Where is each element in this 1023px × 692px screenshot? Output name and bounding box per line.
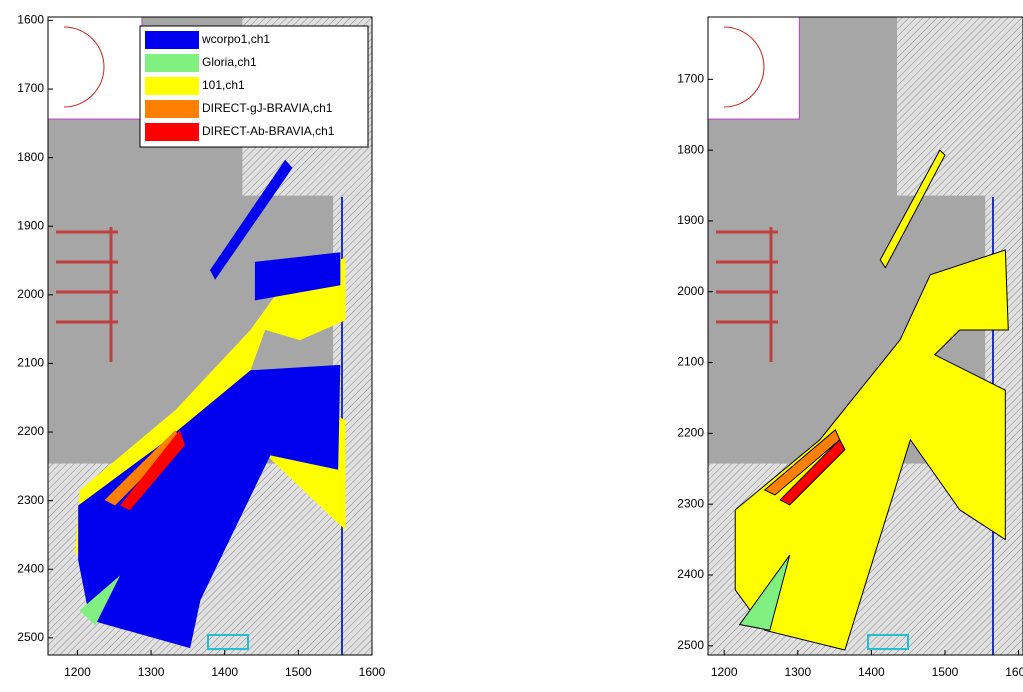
y-tick-label: 2400 (17, 561, 44, 575)
y-tick-label: 2000 (17, 287, 44, 301)
y-tick-label: 1800 (17, 150, 44, 164)
y-tick-label: 2200 (677, 426, 704, 440)
room (708, 17, 799, 119)
x-tick-label: 1200 (711, 665, 738, 679)
legend-label: DIRECT-Ab-BRAVIA,ch1 (202, 124, 335, 138)
y-tick-label: 2300 (17, 493, 44, 507)
legend-swatch (145, 31, 199, 49)
y-tick-label: 2200 (17, 424, 44, 438)
y-tick-label: 2300 (677, 496, 704, 510)
y-tick-label: 2000 (677, 284, 704, 298)
legend-swatch (145, 100, 199, 118)
x-tick-label: 1500 (285, 665, 312, 679)
legend-label: Gloria,ch1 (202, 55, 257, 69)
y-tick-label: 1700 (17, 81, 44, 95)
x-tick-label: 1200 (64, 665, 91, 679)
x-tick-label: 1300 (784, 665, 811, 679)
legend: wcorpo1,ch1 Gloria,ch1 101,ch1 DIRECT-gJ-BR… (140, 26, 368, 147)
legend-swatch (145, 54, 199, 72)
x-tick-label: 1500 (932, 665, 959, 679)
x-tick-label: 1400 (858, 665, 885, 679)
page: 1600 1700 1800 1900 2000 2100 2200 2300 2400 2500… (0, 0, 1023, 692)
x-tick-label: 1600 (1005, 665, 1023, 679)
legend-label: DIRECT-gJ-BRAVIA,ch1 (202, 101, 333, 115)
y-tick-label: 2100 (17, 356, 44, 370)
figure: 1600 1700 1800 1900 2000 2100 2200 2300 2400 2500… (0, 0, 1023, 692)
x-tick-label: 1600 (359, 665, 386, 679)
y-tick-label: 1700 (677, 71, 704, 85)
y-tick-label: 2400 (677, 567, 704, 581)
legend-swatch (145, 77, 199, 95)
y-tick-label: 1800 (677, 142, 704, 156)
y-tick-label: 2500 (677, 638, 704, 652)
plot-area (708, 17, 1023, 655)
legend-label: 101,ch1 (202, 78, 245, 92)
room (48, 17, 142, 119)
legend-label: wcorpo1,ch1 (201, 32, 270, 46)
x-tick-label: 1400 (211, 665, 238, 679)
y-tick-label: 1900 (17, 218, 44, 232)
y-tick-label: 1600 (17, 13, 44, 27)
x-tick-label: 1300 (138, 665, 165, 679)
legend-swatch (145, 123, 199, 141)
hatched-area (897, 17, 1023, 196)
y-tick-label: 2500 (17, 630, 44, 644)
y-tick-label: 1900 (677, 213, 704, 227)
y-tick-label: 2100 (677, 355, 704, 369)
